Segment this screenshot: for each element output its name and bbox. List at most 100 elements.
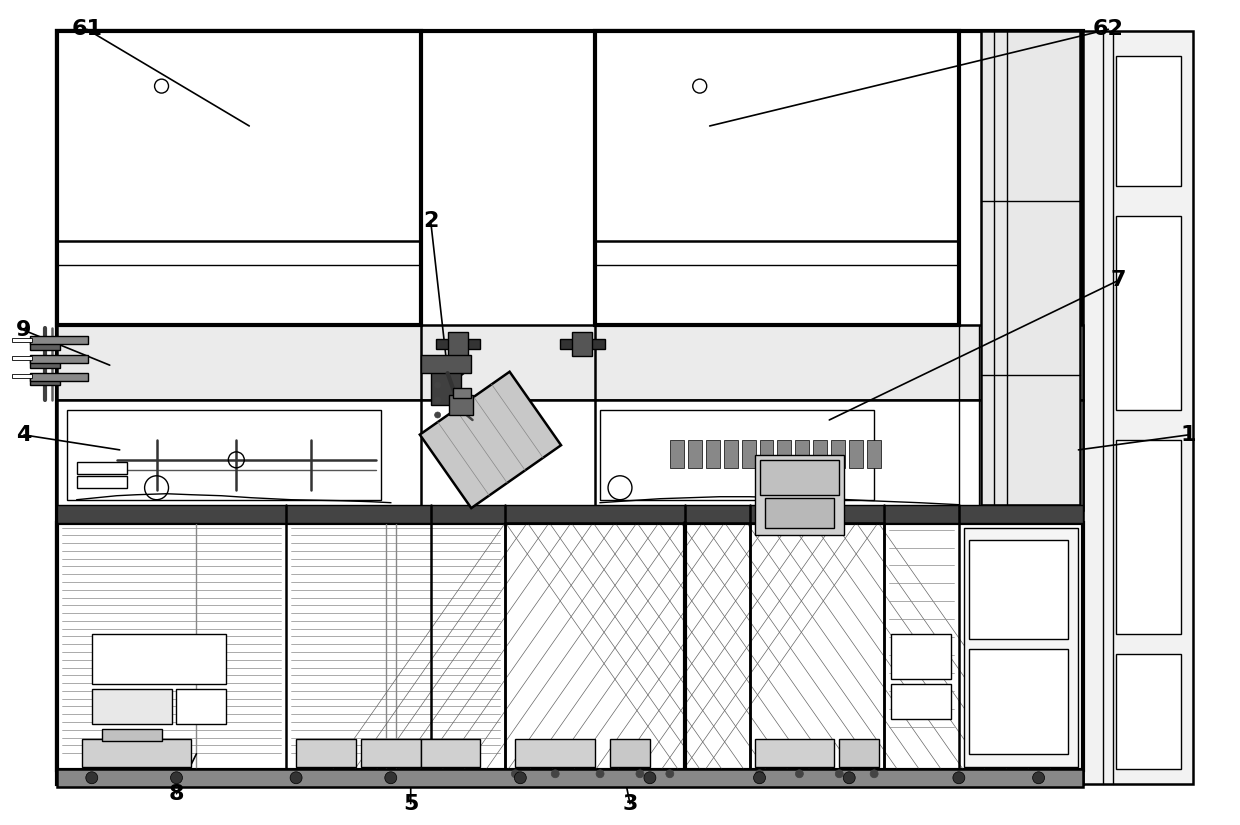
Bar — [1116, 440, 1182, 634]
Bar — [670, 440, 683, 468]
Bar — [296, 739, 356, 766]
Bar — [12, 338, 32, 342]
Text: 9: 9 — [16, 320, 32, 340]
Circle shape — [636, 770, 644, 778]
Bar — [448, 332, 467, 356]
Bar — [1084, 31, 1193, 784]
Circle shape — [384, 771, 397, 784]
Bar — [506, 522, 884, 770]
Bar — [176, 689, 227, 724]
Bar — [968, 540, 1069, 639]
Bar — [516, 739, 595, 766]
Bar — [831, 440, 846, 468]
Bar — [30, 373, 88, 381]
Text: 4: 4 — [16, 425, 32, 445]
Bar — [963, 528, 1079, 766]
Circle shape — [435, 382, 440, 388]
Text: 2: 2 — [423, 210, 438, 231]
Bar — [765, 497, 835, 528]
Text: 62: 62 — [1092, 19, 1123, 40]
Circle shape — [511, 770, 520, 778]
Bar — [77, 476, 126, 488]
Bar — [57, 31, 420, 325]
Bar — [430, 370, 460, 405]
Bar — [30, 358, 60, 368]
Circle shape — [870, 770, 878, 778]
Bar — [968, 649, 1069, 754]
Circle shape — [952, 771, 965, 784]
Bar — [361, 739, 420, 766]
Bar — [595, 31, 959, 325]
Bar — [795, 440, 810, 468]
Bar — [449, 395, 474, 415]
Bar — [572, 332, 591, 356]
Bar — [560, 339, 605, 349]
Bar — [742, 440, 755, 468]
Bar — [688, 440, 702, 468]
Bar — [1116, 215, 1182, 410]
Text: 61: 61 — [72, 19, 103, 40]
Bar — [760, 460, 839, 495]
Bar — [706, 440, 719, 468]
Bar — [610, 739, 650, 766]
Bar — [30, 337, 88, 344]
Circle shape — [666, 770, 673, 778]
Text: 7: 7 — [1111, 271, 1126, 290]
Bar — [57, 400, 1084, 510]
Bar — [755, 455, 844, 535]
Bar — [420, 739, 480, 766]
Circle shape — [435, 397, 440, 403]
Bar — [760, 440, 774, 468]
Bar — [839, 739, 879, 766]
Circle shape — [836, 770, 843, 778]
Bar — [67, 410, 381, 500]
Bar — [12, 356, 32, 361]
Bar — [12, 374, 32, 378]
Circle shape — [644, 771, 656, 784]
Bar — [420, 356, 470, 373]
Bar — [777, 440, 791, 468]
Circle shape — [596, 770, 604, 778]
Bar — [57, 505, 1084, 522]
Bar — [92, 689, 171, 724]
Bar — [57, 522, 1084, 770]
Text: 1: 1 — [1180, 425, 1195, 445]
Polygon shape — [420, 372, 560, 508]
Circle shape — [552, 770, 559, 778]
Bar — [1116, 654, 1182, 769]
Bar — [1116, 56, 1182, 186]
Bar — [724, 440, 738, 468]
Bar — [453, 388, 470, 398]
Bar — [57, 769, 1084, 787]
Bar — [30, 356, 88, 363]
Bar — [57, 31, 1084, 784]
Bar — [981, 31, 1080, 505]
Bar — [57, 325, 1084, 400]
Bar — [92, 634, 227, 684]
Text: 8: 8 — [169, 784, 185, 804]
Bar — [849, 440, 863, 468]
Bar — [755, 739, 835, 766]
Bar — [30, 375, 60, 385]
Bar — [82, 739, 191, 766]
Circle shape — [290, 771, 303, 784]
Bar — [867, 440, 882, 468]
Circle shape — [754, 771, 765, 784]
Circle shape — [171, 771, 182, 784]
Circle shape — [86, 771, 98, 784]
Circle shape — [755, 770, 764, 778]
Bar — [813, 440, 827, 468]
Circle shape — [435, 412, 440, 418]
Circle shape — [1033, 771, 1044, 784]
Bar — [600, 410, 874, 500]
Bar — [77, 462, 126, 474]
Bar — [435, 339, 480, 349]
Bar — [30, 340, 60, 350]
Bar — [892, 634, 951, 679]
Text: 3: 3 — [622, 794, 637, 813]
Circle shape — [843, 771, 856, 784]
Circle shape — [515, 771, 526, 784]
Bar — [102, 729, 161, 741]
Circle shape — [795, 770, 804, 778]
Text: 5: 5 — [403, 794, 418, 813]
